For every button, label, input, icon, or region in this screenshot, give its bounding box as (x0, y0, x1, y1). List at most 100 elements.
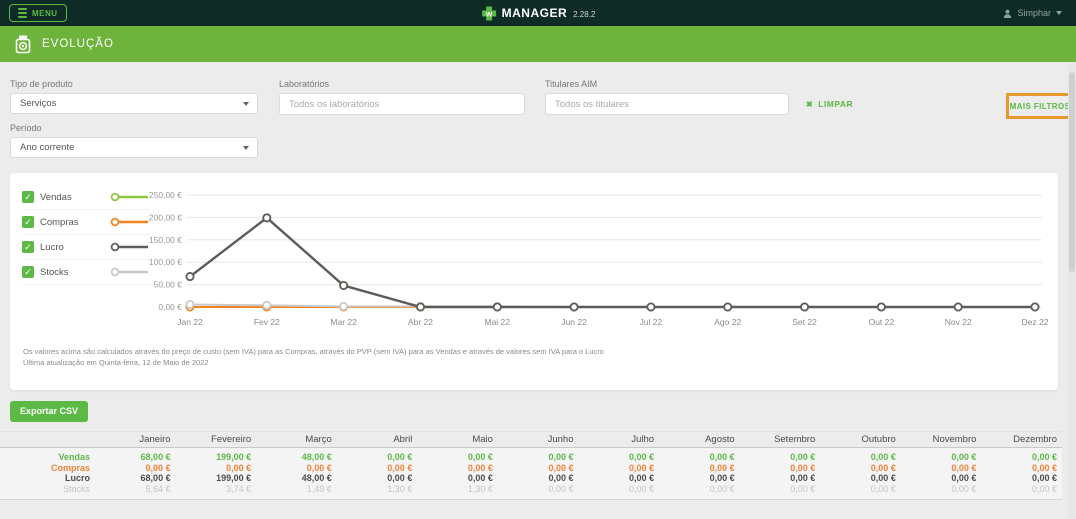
table-cell: 68,00 € (140, 452, 171, 463)
svg-text:w: w (485, 9, 493, 18)
chart-card: ✓ Vendas ✓ Compras ✓ Lucro ✓ Stocks 0,00 € 50,00… (10, 173, 1058, 390)
table-cell: 0,00 € (629, 462, 655, 473)
table-cell: 0,00 € (145, 462, 171, 473)
table-cell: 0,00 € (709, 452, 735, 463)
export-csv-button[interactable]: Exportar CSV (10, 401, 89, 422)
tipo-produto-select[interactable]: Serviços (10, 93, 258, 114)
chart-footnote: Os valores acima são calculados através … (23, 346, 604, 368)
table-cell: 0,00 € (709, 483, 735, 494)
mais-filtros-button[interactable]: MAIS FILTROS (1009, 101, 1071, 111)
limpar-link[interactable]: ✖ LIMPAR (806, 99, 853, 109)
legend-checkbox-compras[interactable]: ✓ (22, 216, 34, 228)
periodo-select[interactable]: Ano corrente (10, 137, 258, 158)
laboratorios-input[interactable] (279, 93, 525, 115)
table-cell: 1,30 € (387, 483, 413, 494)
x-tick-label: Jul 22 (640, 317, 663, 327)
chart-legend: ✓ Vendas ✓ Compras ✓ Lucro ✓ Stocks (22, 185, 150, 285)
x-tick-label: Out 22 (869, 317, 895, 327)
footnote-line-2: Última atualização em Quinta-feira, 12 d… (23, 358, 209, 367)
titulares-aim-input[interactable] (545, 93, 789, 115)
page-title-bar: EVOLUÇÃO (0, 26, 1076, 62)
page-scrollbar[interactable] (1068, 62, 1076, 519)
table-cell: 0,00 € (1031, 462, 1057, 473)
legend-line-sample (110, 242, 148, 252)
table-cell: 0,00 € (951, 462, 977, 473)
data-point-stocks[interactable] (262, 300, 272, 310)
table-cell: 0,00 € (548, 452, 574, 463)
table-cell: 0,00 € (629, 452, 655, 463)
scrollbar-thumb[interactable] (1069, 72, 1075, 272)
table-cell: 0,00 € (548, 483, 574, 494)
table-cell: 0,00 € (951, 473, 977, 484)
legend-checkbox-lucro[interactable]: ✓ (22, 241, 34, 253)
legend-item-lucro[interactable]: ✓ Lucro (22, 235, 150, 260)
data-point-lucro[interactable] (415, 302, 425, 312)
table-header-cell: Março (305, 434, 332, 445)
data-point-lucro[interactable] (185, 272, 195, 282)
legend-checkbox-stocks[interactable]: ✓ (22, 266, 34, 278)
data-point-lucro[interactable] (492, 302, 502, 312)
page-title: EVOLUÇÃO (42, 38, 114, 50)
y-tick-label: 250,00 € (149, 190, 182, 200)
top-bar: MENU w MANAGER 2.28.2 Simphar (0, 0, 1076, 26)
table-cell: 0,00 € (951, 452, 977, 463)
user-menu[interactable]: Simphar (1003, 8, 1062, 18)
legend-item-compras[interactable]: ✓ Compras (22, 210, 150, 235)
footnote-line-1: Os valores acima são calculados através … (23, 347, 604, 356)
user-caret-icon (1056, 11, 1062, 15)
table-cell: 0,00 € (870, 483, 896, 494)
menu-button[interactable]: MENU (9, 4, 67, 22)
legend-item-stocks[interactable]: ✓ Stocks (22, 260, 150, 285)
data-point-lucro[interactable] (953, 302, 963, 312)
limpar-label: LIMPAR (818, 99, 854, 109)
table-cell: 0,00 € (870, 452, 896, 463)
data-point-lucro[interactable] (339, 280, 349, 290)
table-cell: 0,00 € (1031, 473, 1057, 484)
data-point-lucro[interactable] (646, 302, 656, 312)
periodo-caret-icon (243, 146, 249, 150)
table-cell: 0,00 € (870, 473, 896, 484)
table-cell: 0,00 € (387, 462, 413, 473)
table-header-cell: Junho (547, 434, 574, 445)
legend-label: Vendas (40, 191, 72, 203)
y-tick-label: 150,00 € (149, 235, 182, 245)
periodo-value: Ano corrente (20, 142, 75, 153)
legend-checkbox-vendas[interactable]: ✓ (22, 191, 34, 203)
y-tick-label: 200,00 € (149, 212, 182, 222)
x-tick-label: Dez 22 (1022, 317, 1049, 327)
data-point-lucro[interactable] (800, 302, 810, 312)
tipo-produto-caret-icon (243, 102, 249, 106)
row-label: Compras (50, 462, 90, 473)
table-cell: 0,00 € (709, 473, 735, 484)
x-tick-label: Mar 22 (330, 317, 357, 327)
user-name: Simphar (1017, 8, 1051, 18)
x-tick-label: Fev 22 (254, 317, 280, 327)
tipo-produto-label: Tipo de produto (10, 79, 73, 89)
data-point-stocks[interactable] (339, 301, 349, 311)
table-row-stocks: Stocks 5,64 € 3,74 € 1,49 € 1,30 € 1,30 € 0,00… (0, 484, 1062, 495)
data-point-lucro[interactable] (569, 302, 579, 312)
table-cell: 0,00 € (548, 473, 574, 484)
data-point-lucro[interactable] (723, 302, 733, 312)
table-cell: 48,00 € (301, 473, 332, 484)
titulares-aim-label: Titulares AIM (545, 79, 598, 89)
table-header-cell: Outubro (861, 434, 896, 445)
table-cell: 48,00 € (301, 452, 332, 463)
table-cell: 0,00 € (387, 452, 413, 463)
data-point-stocks[interactable] (185, 299, 195, 309)
legend-item-vendas[interactable]: ✓ Vendas (22, 185, 150, 210)
table-cell: 0,00 € (387, 473, 413, 484)
table-cell: 0,00 € (1031, 452, 1057, 463)
table-cell: 0,00 € (548, 462, 574, 473)
table-cell: 0,00 € (790, 483, 816, 494)
data-point-lucro[interactable] (262, 213, 272, 223)
data-point-lucro[interactable] (876, 302, 886, 312)
table-cell: 0,00 € (467, 462, 493, 473)
table-body: Vendas 68,00 €199,00 €48,00 €0,00 €0,00 €… (0, 447, 1062, 500)
table-header-cell: Novembro (932, 434, 977, 445)
x-tick-label: Jan 22 (177, 317, 203, 327)
table-cell: 0,00 € (467, 473, 493, 484)
data-point-lucro[interactable] (1030, 302, 1040, 312)
legend-label: Compras (40, 216, 79, 228)
table-row-compras: Compras 0,00 € 0,00 € 0,00 € 0,00 € 0,00 € 0,0… (0, 463, 1062, 474)
